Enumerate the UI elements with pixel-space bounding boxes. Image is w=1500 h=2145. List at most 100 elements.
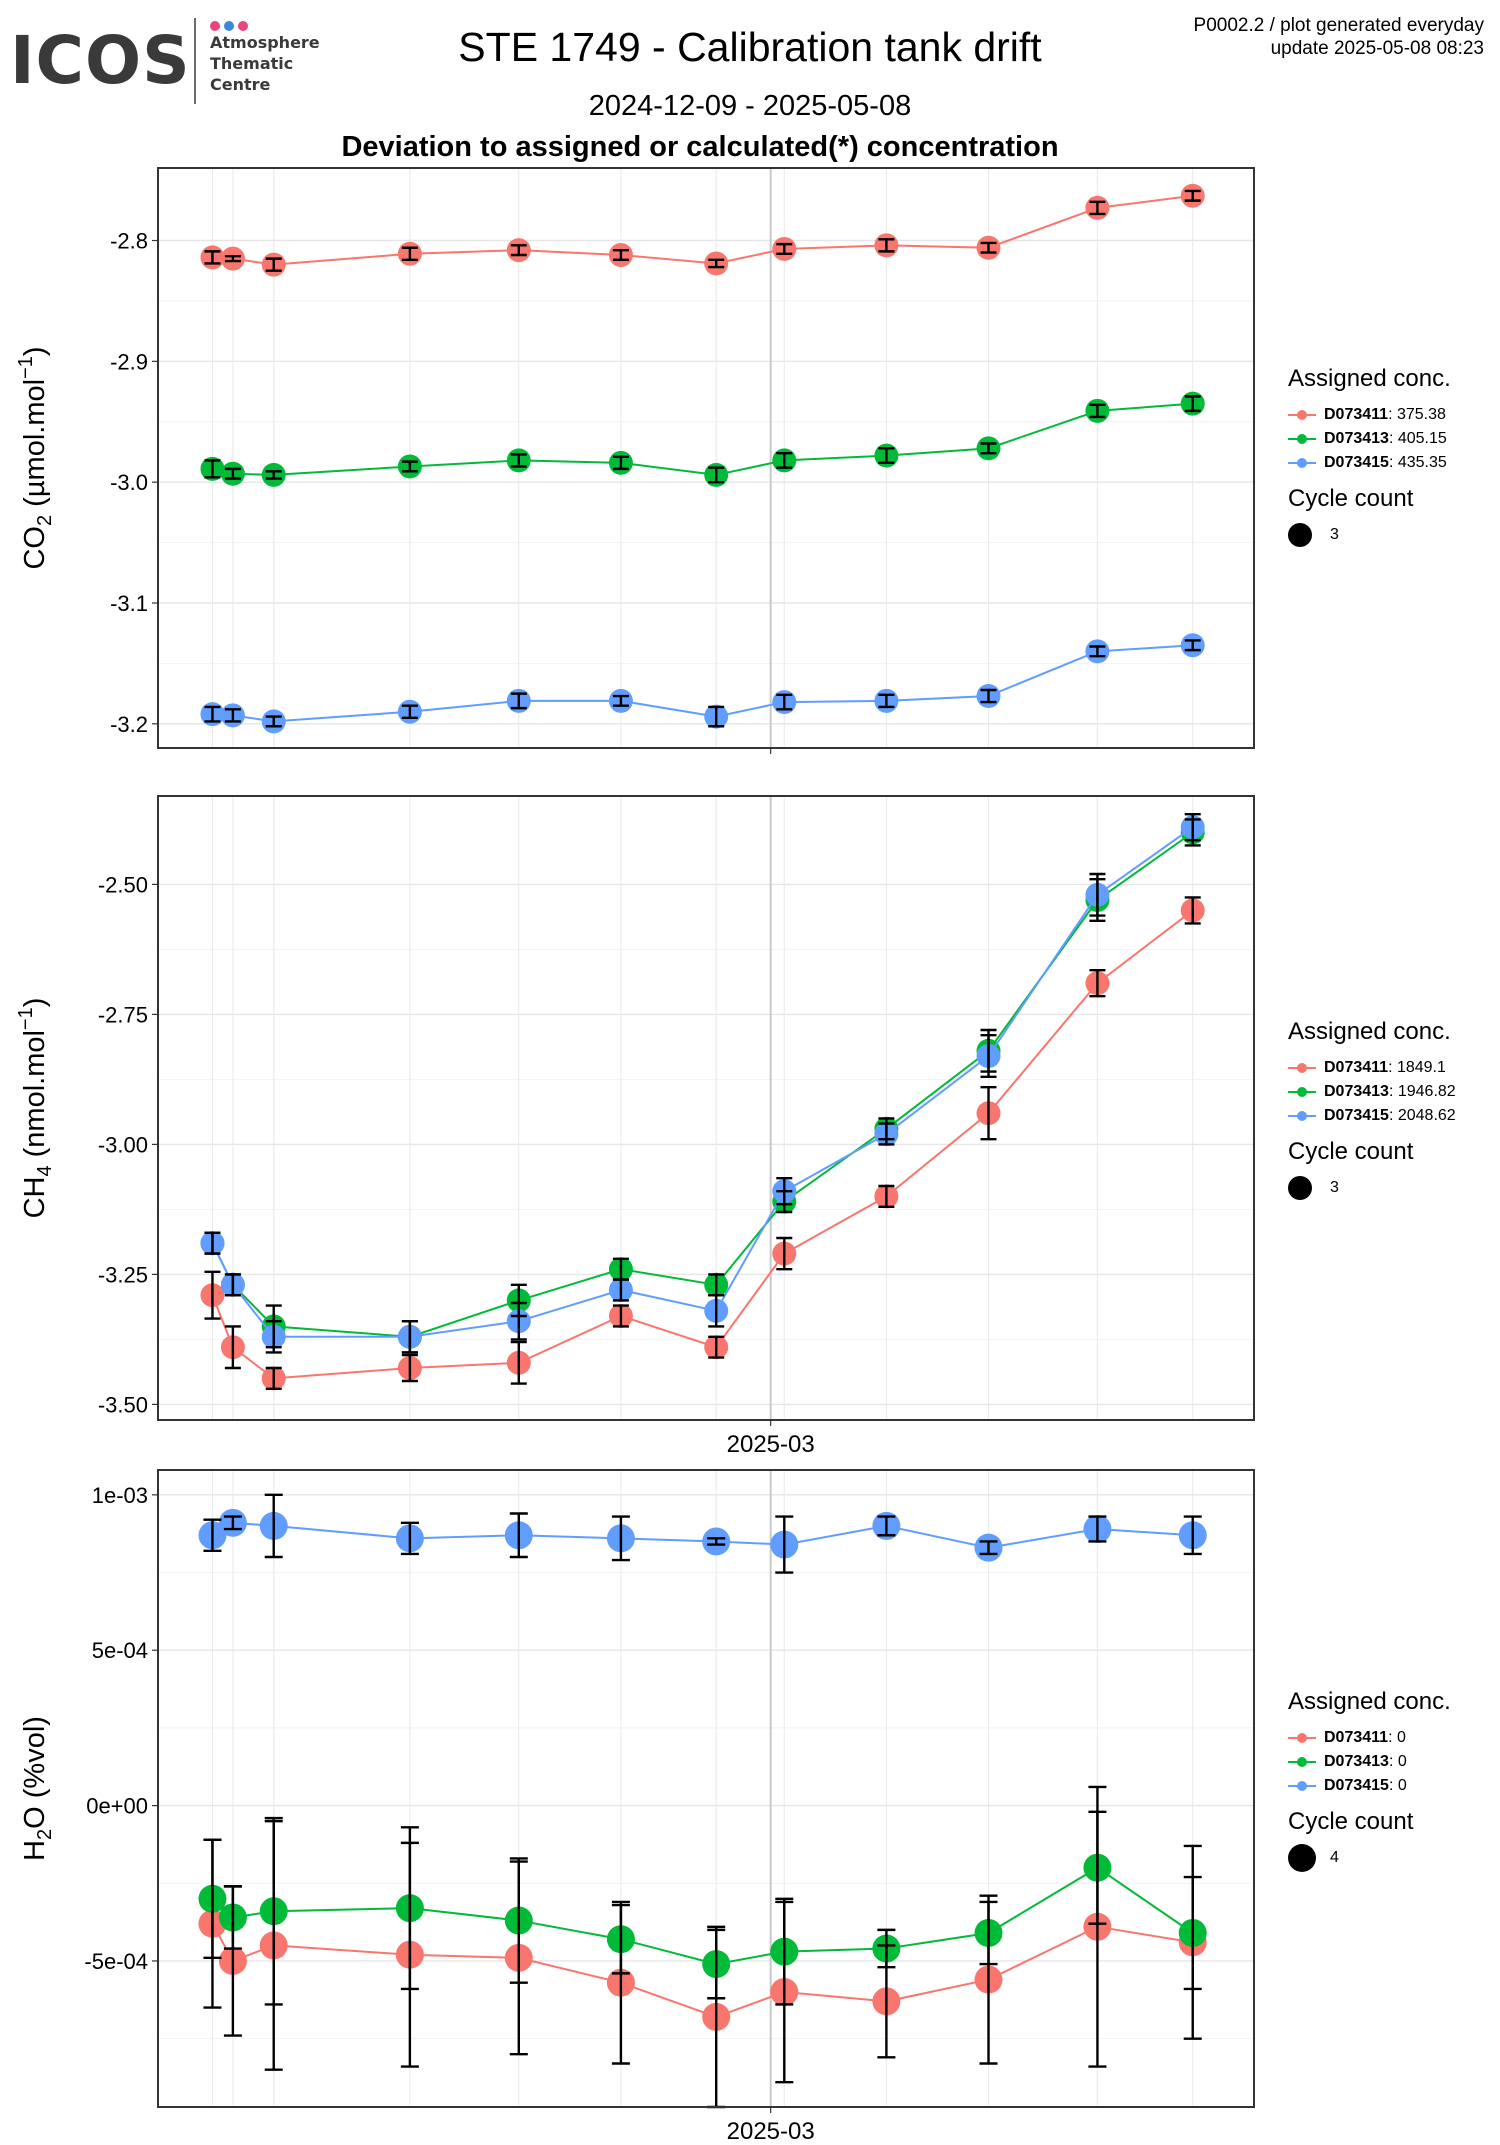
logo-subtitle: Atmosphere Thematic Centre	[210, 32, 320, 95]
legend-item: D073415: 2048.62	[1288, 1104, 1488, 1128]
legend-key-dot	[1297, 434, 1307, 444]
page-header: ICOS Atmosphere Thematic Centre STE 1749…	[0, 0, 1500, 163]
logo-dot	[210, 21, 220, 31]
y-tick-label: -3.1	[110, 591, 148, 616]
logo-sub-line: Atmosphere	[210, 33, 320, 52]
plot-background	[158, 168, 1254, 748]
legend-key-icon	[1288, 1111, 1316, 1121]
legend-tank-id: D073413	[1324, 1753, 1389, 1770]
cycle-count-value: 3	[1330, 526, 1339, 543]
h2o-panel: -5e-04 0e+00 5e-04 1e-03 2025-03 H2O (%vol) A…	[0, 1460, 1500, 2145]
plot-version: P0002.2 / plot generated everyday	[1193, 15, 1484, 36]
cycle-size-icon	[1288, 1844, 1316, 1872]
legend-title: Assigned conc.	[1288, 365, 1451, 392]
legend-tank-id: D073415	[1324, 1107, 1389, 1124]
y-axis-subscript: 2	[34, 515, 56, 526]
legend-assigned-value: : 435.35	[1388, 454, 1447, 471]
legend-key-dot	[1297, 1757, 1307, 1767]
logo-wordmark: ICOS	[10, 22, 191, 99]
legend-item: D073415: 435.35	[1288, 451, 1488, 475]
y-axis-species: CO	[19, 526, 51, 570]
h2o-legend: Assigned conc. D073411: 0 D073413: 0 D07341…	[1288, 1688, 1488, 1880]
y-tick-label: 0e+00	[86, 1794, 148, 1819]
date-range: 2024-12-09 - 2025-05-08	[588, 90, 912, 122]
y-tick-label: 1e-03	[92, 1483, 148, 1508]
y-tick-label: -2.8	[110, 229, 148, 254]
y-axis-subscript: 4	[34, 1165, 56, 1176]
legend-key-dot	[1297, 1087, 1307, 1097]
logo-divider	[194, 18, 196, 104]
legend-title: Assigned conc.	[1288, 1018, 1451, 1045]
y-axis-label: CO2 (µmol.mol−1)	[15, 346, 56, 569]
cycle-count-title: Cycle count	[1288, 1808, 1414, 1835]
cycle-count-title: Cycle count	[1288, 485, 1414, 512]
logo-dot	[238, 21, 248, 31]
y-tick-label: -2.75	[98, 1002, 148, 1027]
update-timestamp: update 2025-05-08 08:23	[1270, 38, 1484, 59]
y-axis-unit: (µmol.mol	[19, 379, 51, 515]
co2-legend: Assigned conc. D073411: 375.38 D073413: 40…	[1288, 365, 1488, 557]
legend-item: D073411: 375.38	[1288, 403, 1488, 427]
legend-assigned-value: : 0	[1388, 1729, 1406, 1746]
legend-assigned-value: : 2048.62	[1388, 1107, 1456, 1124]
cycle-count-value: 3	[1330, 1179, 1339, 1196]
y-axis-close: )	[19, 346, 51, 356]
y-axis-subscript: 2	[34, 1829, 56, 1840]
y-axis-superscript: −1	[15, 1007, 37, 1030]
y-axis-label: CH4 (nmol.mol−1)	[15, 998, 56, 1219]
legend-key-dot	[1297, 1111, 1307, 1121]
legend-assigned-value: : 1849.1	[1388, 1059, 1446, 1076]
y-tick-label: -3.25	[98, 1262, 148, 1287]
co2-panel: -3.2 -3.1 -3.0 -2.9 -2.8 2025-03 CO2 (µmol.mol…	[0, 160, 1500, 760]
panel-border	[157, 1469, 1255, 2108]
y-tick-label: -2.50	[98, 872, 148, 897]
legend-key-icon	[1288, 1087, 1316, 1097]
legend-item: D073413: 405.15	[1288, 427, 1488, 451]
legend-key-icon	[1288, 1757, 1316, 1767]
legend-assigned-value: : 1946.82	[1388, 1083, 1456, 1100]
icos-logo: ICOS Atmosphere Thematic Centre	[10, 14, 340, 104]
h2o-chart: -5e-04 0e+00 5e-04 1e-03 2025-03 H2O (%vol)	[19, 1469, 1255, 2145]
y-tick-label: -3.00	[98, 1132, 148, 1157]
logo-sub-line: Thematic	[210, 54, 294, 73]
y-axis-unit: O (%vol)	[19, 1716, 51, 1829]
legend-assigned-value: : 375.38	[1388, 406, 1446, 423]
y-axis-label: H2O (%vol)	[19, 1716, 56, 1861]
legend-key-icon	[1288, 1063, 1316, 1073]
ch4-legend: Assigned conc. D073411: 1849.1 D073413: 19…	[1288, 1018, 1488, 1210]
legend-tank-id: D073411	[1324, 406, 1389, 423]
x-tick-label: 2025-03	[727, 1431, 815, 1458]
y-axis-species: H	[19, 1840, 51, 1861]
legend-key-dot	[1297, 1781, 1307, 1791]
y-tick-label: -2.9	[110, 349, 148, 374]
logo-sub-line: Centre	[210, 75, 271, 94]
y-axis-superscript: −1	[15, 356, 37, 379]
legend-key-dot	[1297, 1733, 1307, 1743]
y-tick-label: -3.2	[110, 712, 148, 737]
ch4-panel: -3.50 -3.25 -3.00 -2.75 -2.50 2025-03 CH4 (nmo…	[0, 760, 1500, 1460]
legend-tank-id: D073415	[1324, 454, 1389, 471]
page-title: STE 1749 - Calibration tank drift	[458, 24, 1042, 70]
legend-key-icon	[1288, 1733, 1316, 1743]
legend-item: D073415: 0	[1288, 1774, 1488, 1798]
panel-border	[157, 167, 1255, 749]
y-axis-unit: (nmol.mol	[19, 1030, 51, 1165]
legend-item: D073413: 0	[1288, 1750, 1488, 1774]
x-tick-label: 2025-03	[727, 2118, 815, 2145]
panel-border	[157, 795, 1255, 1421]
legend-key-dot	[1297, 1063, 1307, 1073]
legend-tank-id: D073413	[1324, 430, 1389, 447]
legend-tank-id: D073411	[1324, 1729, 1389, 1746]
plot-meta: P0002.2 / plot generated everyday update…	[1194, 14, 1484, 60]
x-tick-label: 2025-03	[727, 759, 815, 760]
legend-key-dot	[1297, 458, 1307, 468]
legend-title: Assigned conc.	[1288, 1688, 1451, 1715]
cycle-count-value: 4	[1330, 1849, 1339, 1866]
cycle-count-item: 3	[1288, 513, 1488, 557]
legend-key-icon	[1288, 410, 1316, 420]
cycle-size-icon	[1288, 523, 1312, 547]
legend-tank-id: D073411	[1324, 1059, 1389, 1076]
cycle-count-title: Cycle count	[1288, 1138, 1414, 1165]
y-tick-label: -5e-04	[84, 1949, 148, 1974]
y-tick-label: -3.0	[110, 470, 148, 495]
